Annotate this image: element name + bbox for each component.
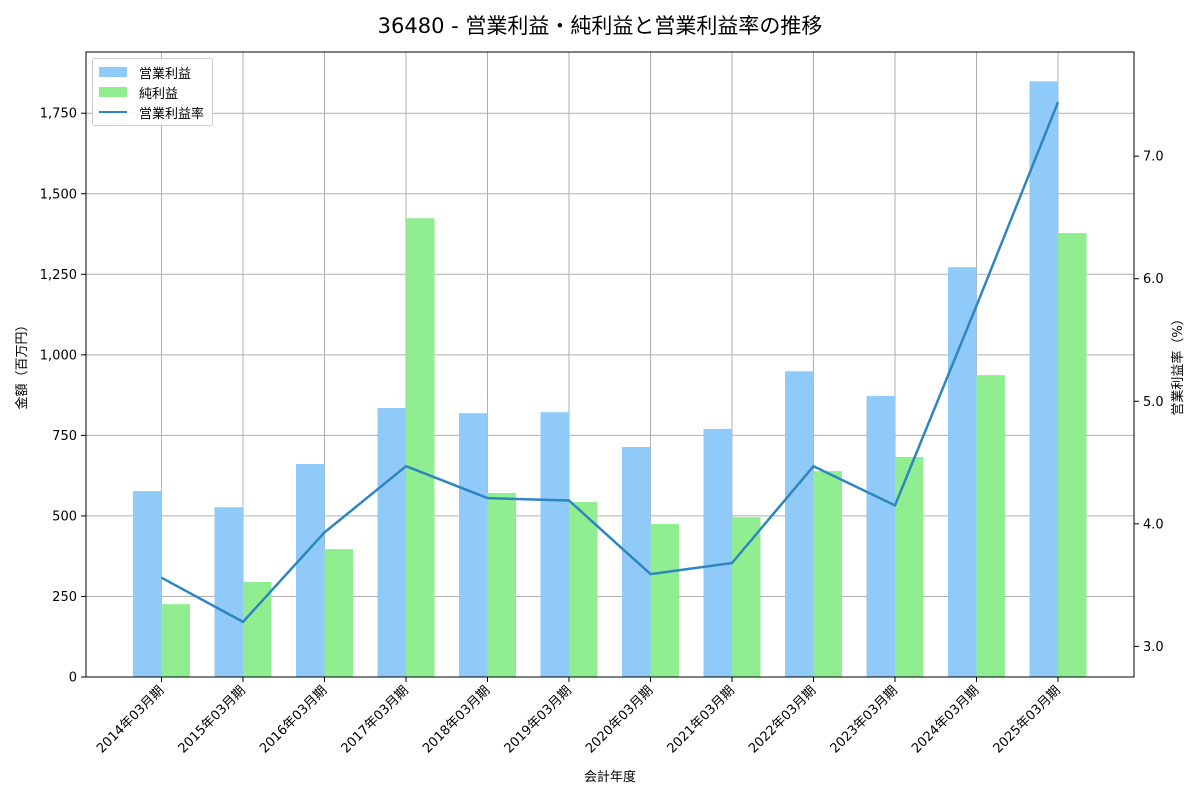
operating-profit-bar <box>866 396 895 677</box>
svg-text:2016年03月期: 2016年03月期 <box>257 683 330 756</box>
svg-text:2021年03月期: 2021年03月期 <box>665 683 738 756</box>
svg-text:5.0: 5.0 <box>1143 395 1164 410</box>
x-axis-label: 会計年度 <box>584 769 636 785</box>
net-profit-bar <box>650 523 679 677</box>
svg-text:3.0: 3.0 <box>1143 640 1164 655</box>
operating-margin-line-icon <box>99 111 127 113</box>
operating-profit-bar <box>948 267 977 677</box>
svg-text:4.0: 4.0 <box>1143 517 1164 532</box>
operating-profit-swatch-icon <box>99 67 127 77</box>
svg-text:1,000: 1,000 <box>40 348 77 363</box>
svg-text:2022年03月期: 2022年03月期 <box>746 683 819 756</box>
net-profit-bar <box>161 604 190 677</box>
bar-series <box>133 81 1087 677</box>
operating-profit-bar <box>214 507 243 677</box>
net-profit-bar <box>976 375 1005 677</box>
net-profit-bar <box>406 218 435 677</box>
right-axis-ticks: 3.0 4.0 5.0 6.0 7.0 <box>1134 150 1164 655</box>
legend-item-operating-margin: 営業利益率 <box>99 102 204 122</box>
net-profit-bar <box>895 456 924 677</box>
operating-profit-bar <box>1029 81 1058 677</box>
legend: 営業利益 純利益 営業利益率 <box>92 58 214 126</box>
svg-text:2019年03月期: 2019年03月期 <box>502 683 575 756</box>
operating-profit-bar <box>785 371 814 677</box>
operating-profit-bar <box>377 407 406 677</box>
svg-text:7.0: 7.0 <box>1143 150 1164 165</box>
svg-text:2024年03月期: 2024年03月期 <box>909 683 982 756</box>
net-profit-bar <box>732 517 761 677</box>
svg-text:750: 750 <box>52 429 77 444</box>
operating-profit-bar <box>703 428 732 677</box>
right-axis-label: 営業利益率（%） <box>1170 312 1186 415</box>
operating-profit-bar <box>459 413 488 677</box>
net-profit-bar <box>569 502 598 677</box>
svg-text:1,750: 1,750 <box>40 107 77 122</box>
svg-text:2017年03月期: 2017年03月期 <box>339 683 412 756</box>
svg-text:2023年03月期: 2023年03月期 <box>828 683 901 756</box>
svg-text:2018年03月期: 2018年03月期 <box>420 683 493 756</box>
net-profit-bar <box>324 549 353 677</box>
svg-text:6.0: 6.0 <box>1143 272 1164 287</box>
svg-text:2015年03月期: 2015年03月期 <box>176 683 249 756</box>
svg-text:1,250: 1,250 <box>40 268 77 283</box>
svg-text:250: 250 <box>52 590 77 605</box>
left-axis-ticks: 0 250 500 750 1,000 1,250 1,500 1,750 <box>40 107 86 686</box>
svg-text:2025年03月期: 2025年03月期 <box>991 683 1064 756</box>
net-profit-bar <box>813 471 842 677</box>
svg-text:1,500: 1,500 <box>40 187 77 202</box>
svg-text:0: 0 <box>69 671 77 686</box>
line-series <box>160 101 1060 624</box>
legend-item-operating-profit: 営業利益 <box>99 62 204 82</box>
operating-profit-bar <box>133 491 162 677</box>
net-profit-swatch-icon <box>99 87 127 97</box>
operating-margin-line <box>160 101 1060 624</box>
chart-title: 36480 - 営業利益・純利益と営業利益率の推移 <box>377 14 823 38</box>
operating-profit-bar <box>296 464 325 677</box>
svg-text:2020年03月期: 2020年03月期 <box>583 683 656 756</box>
net-profit-bar <box>1058 233 1087 677</box>
svg-text:500: 500 <box>52 509 77 524</box>
svg-text:2014年03月期: 2014年03月期 <box>94 683 167 756</box>
legend-item-net-profit: 純利益 <box>99 82 204 102</box>
left-axis-label: 金額（百万円） <box>14 318 30 409</box>
plot-frame <box>85 51 1135 678</box>
net-profit-bar <box>243 581 272 677</box>
operating-profit-bar <box>540 412 569 677</box>
x-axis-ticks: 2014年03月期 2015年03月期 2016年03月期 2017年03月期 2018… <box>94 677 1064 757</box>
net-profit-bar <box>487 493 516 677</box>
